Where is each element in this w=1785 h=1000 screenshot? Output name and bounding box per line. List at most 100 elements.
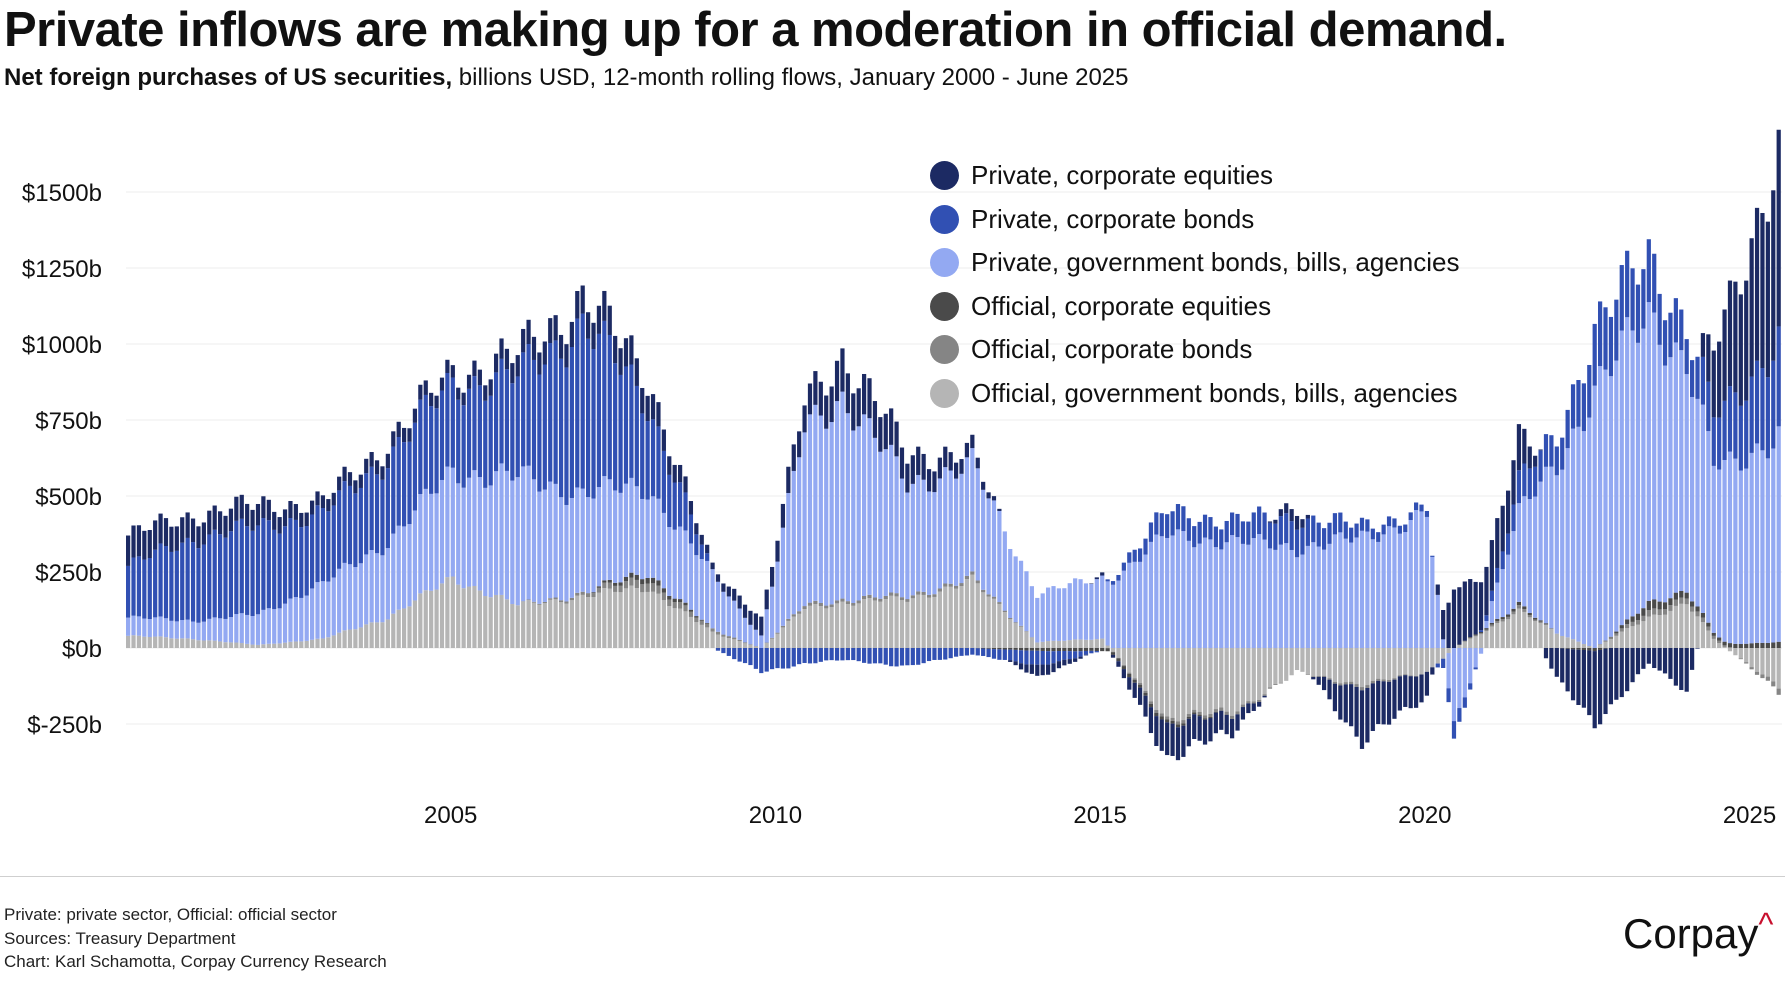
- bar-segment: [732, 637, 737, 640]
- bar-segment: [223, 537, 228, 619]
- bar-segment: [1749, 238, 1754, 377]
- bar-segment: [845, 604, 850, 648]
- bar-segment: [1175, 724, 1181, 728]
- bar-segment: [1051, 586, 1056, 641]
- bar-segment: [650, 591, 656, 648]
- bar-segment: [537, 374, 542, 492]
- bar-segment: [293, 504, 298, 520]
- bar-segment: [1267, 648, 1273, 688]
- bar-segment: [1576, 426, 1581, 642]
- bar-segment: [1359, 690, 1365, 749]
- bar-segment: [1067, 583, 1072, 641]
- bar-segment: [245, 614, 250, 644]
- bar-segment: [564, 344, 569, 368]
- bar-segment: [1121, 648, 1126, 666]
- bar-segment: [726, 586, 731, 597]
- bar-segment: [786, 648, 791, 669]
- bar-segment: [1262, 694, 1267, 696]
- bar-segment: [429, 392, 434, 407]
- bar-segment: [878, 601, 883, 648]
- bar-segment: [1159, 536, 1164, 648]
- bar-segment: [699, 624, 704, 648]
- bar-segment: [1549, 629, 1554, 648]
- bar-segment: [374, 622, 380, 648]
- bar-segment: [1570, 639, 1576, 648]
- bar-segment: [678, 602, 683, 609]
- bar-segment: [450, 467, 455, 577]
- bar-segment: [1397, 533, 1402, 648]
- bar-segment: [1543, 624, 1549, 626]
- bar-segment: [521, 466, 526, 602]
- bar-segment: [1349, 648, 1354, 682]
- bar-segment: [1094, 579, 1099, 640]
- bar-segment: [834, 603, 840, 648]
- bar-segment: [439, 377, 445, 391]
- bar-segment: [245, 526, 250, 615]
- bar-segment: [272, 643, 277, 648]
- bar-segment: [661, 600, 666, 648]
- bar-segment: [786, 492, 791, 619]
- bar-segment: [872, 648, 878, 664]
- bar-segment: [477, 369, 482, 386]
- bar-segment: [672, 529, 677, 599]
- bar-segment: [678, 464, 683, 483]
- bar-segment: [136, 525, 142, 557]
- bar-segment: [1500, 569, 1505, 618]
- bar-segment: [1603, 648, 1608, 649]
- bar-segment: [158, 616, 163, 637]
- bar-segment: [1630, 621, 1635, 627]
- bar-segment: [937, 591, 942, 648]
- x-tick-label: 2010: [749, 802, 802, 829]
- bar-segment: [1273, 648, 1278, 684]
- bar-segment: [1776, 326, 1781, 427]
- bar-segment: [261, 644, 266, 648]
- bar-segment: [1619, 648, 1624, 698]
- bar-segment: [1749, 667, 1754, 670]
- bar-segment: [223, 618, 228, 643]
- bar-segment: [1116, 574, 1121, 581]
- bar-segment: [667, 527, 672, 596]
- bar-segment: [1067, 651, 1072, 660]
- bar-segment: [1652, 614, 1657, 648]
- bar-segment: [1576, 380, 1581, 427]
- bar-segment: [266, 520, 271, 609]
- bar-segment: [1760, 642, 1765, 648]
- bar-segment: [1446, 602, 1451, 648]
- legend-label: Private, corporate bonds: [971, 203, 1255, 234]
- bar-segment: [991, 598, 997, 648]
- credit-note: Chart: Karl Schamotta, Corpay Currency R…: [4, 952, 387, 971]
- bar-segment: [407, 441, 412, 525]
- bar-segment: [1668, 598, 1673, 606]
- bar-segment: [288, 598, 293, 642]
- bar-segment: [569, 497, 574, 598]
- legend-swatch-icon: [930, 335, 959, 365]
- bar-segment: [553, 483, 558, 598]
- bar-segment: [1100, 648, 1105, 652]
- bar-segment: [1284, 513, 1289, 544]
- bar-segment: [1051, 648, 1056, 652]
- bar-segment: [1549, 648, 1554, 669]
- bar-segment: [688, 514, 694, 544]
- bar-segment: [1533, 617, 1538, 620]
- bar-segment: [223, 642, 228, 648]
- bar-segment: [645, 499, 650, 578]
- bar-segment: [932, 471, 937, 493]
- bar-segment: [369, 550, 374, 623]
- bar-segment: [1110, 652, 1116, 655]
- bar-segment: [975, 583, 980, 648]
- bar-segment: [1008, 548, 1013, 619]
- bar-segment: [1765, 676, 1770, 681]
- bar-segment: [531, 601, 537, 603]
- bar-segment: [1148, 541, 1154, 648]
- bar-segment: [1132, 679, 1137, 683]
- bar-segment: [380, 555, 385, 623]
- bar-segment: [1294, 529, 1300, 558]
- bar-segment: [742, 617, 748, 643]
- bar-segment: [1646, 616, 1651, 648]
- bar-segment: [1473, 667, 1478, 670]
- bar-segment: [634, 385, 639, 487]
- bar-segment: [1619, 265, 1624, 331]
- bar-segment: [499, 338, 504, 359]
- bar-segment: [613, 591, 618, 648]
